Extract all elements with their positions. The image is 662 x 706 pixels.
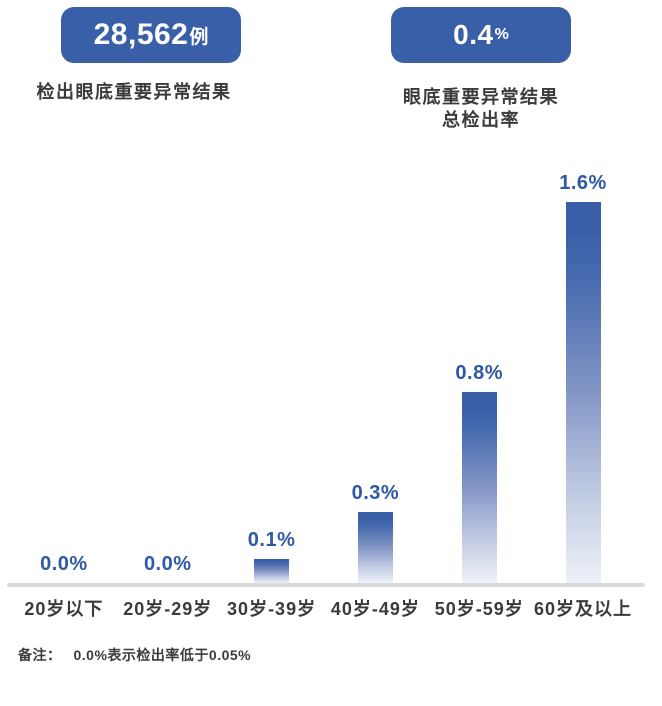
category-label: 30岁-39岁	[227, 599, 317, 619]
category-labels: 20岁以下 20岁-29岁 30岁-39岁 40岁-49岁 50岁-59岁 60岁及以上	[12, 597, 635, 621]
value-label: 0.8%	[455, 362, 504, 384]
stat-label-rate-line1: 眼底重要异常结果	[403, 87, 559, 107]
plot-area: 0.0% 0.0% 0.1% 0.3% 0.8% 1.6%	[12, 170, 635, 583]
value-label: 0.0%	[40, 553, 88, 575]
x-axis-line	[7, 583, 645, 587]
value-label: 0.1%	[247, 529, 296, 551]
bar-column: 0.8%	[427, 170, 531, 583]
stat-label-rate-line2: 总检出率	[442, 110, 520, 130]
bar	[461, 392, 497, 583]
bar	[254, 559, 290, 583]
value-label: 0.3%	[351, 482, 400, 504]
category-label: 20岁-29岁	[123, 599, 213, 619]
footnote: 备注： 0.0%表示检出率低于0.05%	[18, 645, 251, 665]
category-label: 50岁-59岁	[434, 599, 524, 619]
bar	[357, 512, 393, 583]
category-label: 40岁-49岁	[330, 599, 420, 619]
bar-column: 0.1%	[220, 170, 324, 583]
footnote-body: 0.0%表示检出率低于0.05%	[73, 647, 252, 663]
stat-badge-cases: 28,562 例	[61, 7, 241, 63]
stat-unit-cases: 例	[189, 26, 209, 48]
footnote-prefix: 备注：	[18, 647, 62, 663]
category-label: 20岁以下	[24, 599, 104, 619]
bar-column: 1.6%	[531, 170, 635, 583]
stat-label-cases: 检出眼底重要异常结果	[36, 82, 232, 102]
bar	[565, 202, 601, 583]
value-label: 1.6%	[559, 172, 607, 194]
stat-value-rate: 0.4	[453, 19, 494, 50]
category-label: 60岁及以上	[534, 599, 633, 619]
stat-badge-rate: 0.4%	[391, 7, 571, 63]
bar-column: 0.0%	[116, 170, 220, 583]
stat-value-cases: 28,562	[93, 18, 189, 51]
stat-unit-rate: %	[494, 26, 509, 43]
stat-label-rate: 眼底重要异常结果 总检出率	[386, 86, 576, 132]
bar-column: 0.3%	[323, 170, 427, 583]
bar-column: 0.0%	[12, 170, 116, 583]
value-label: 0.0%	[143, 553, 192, 575]
